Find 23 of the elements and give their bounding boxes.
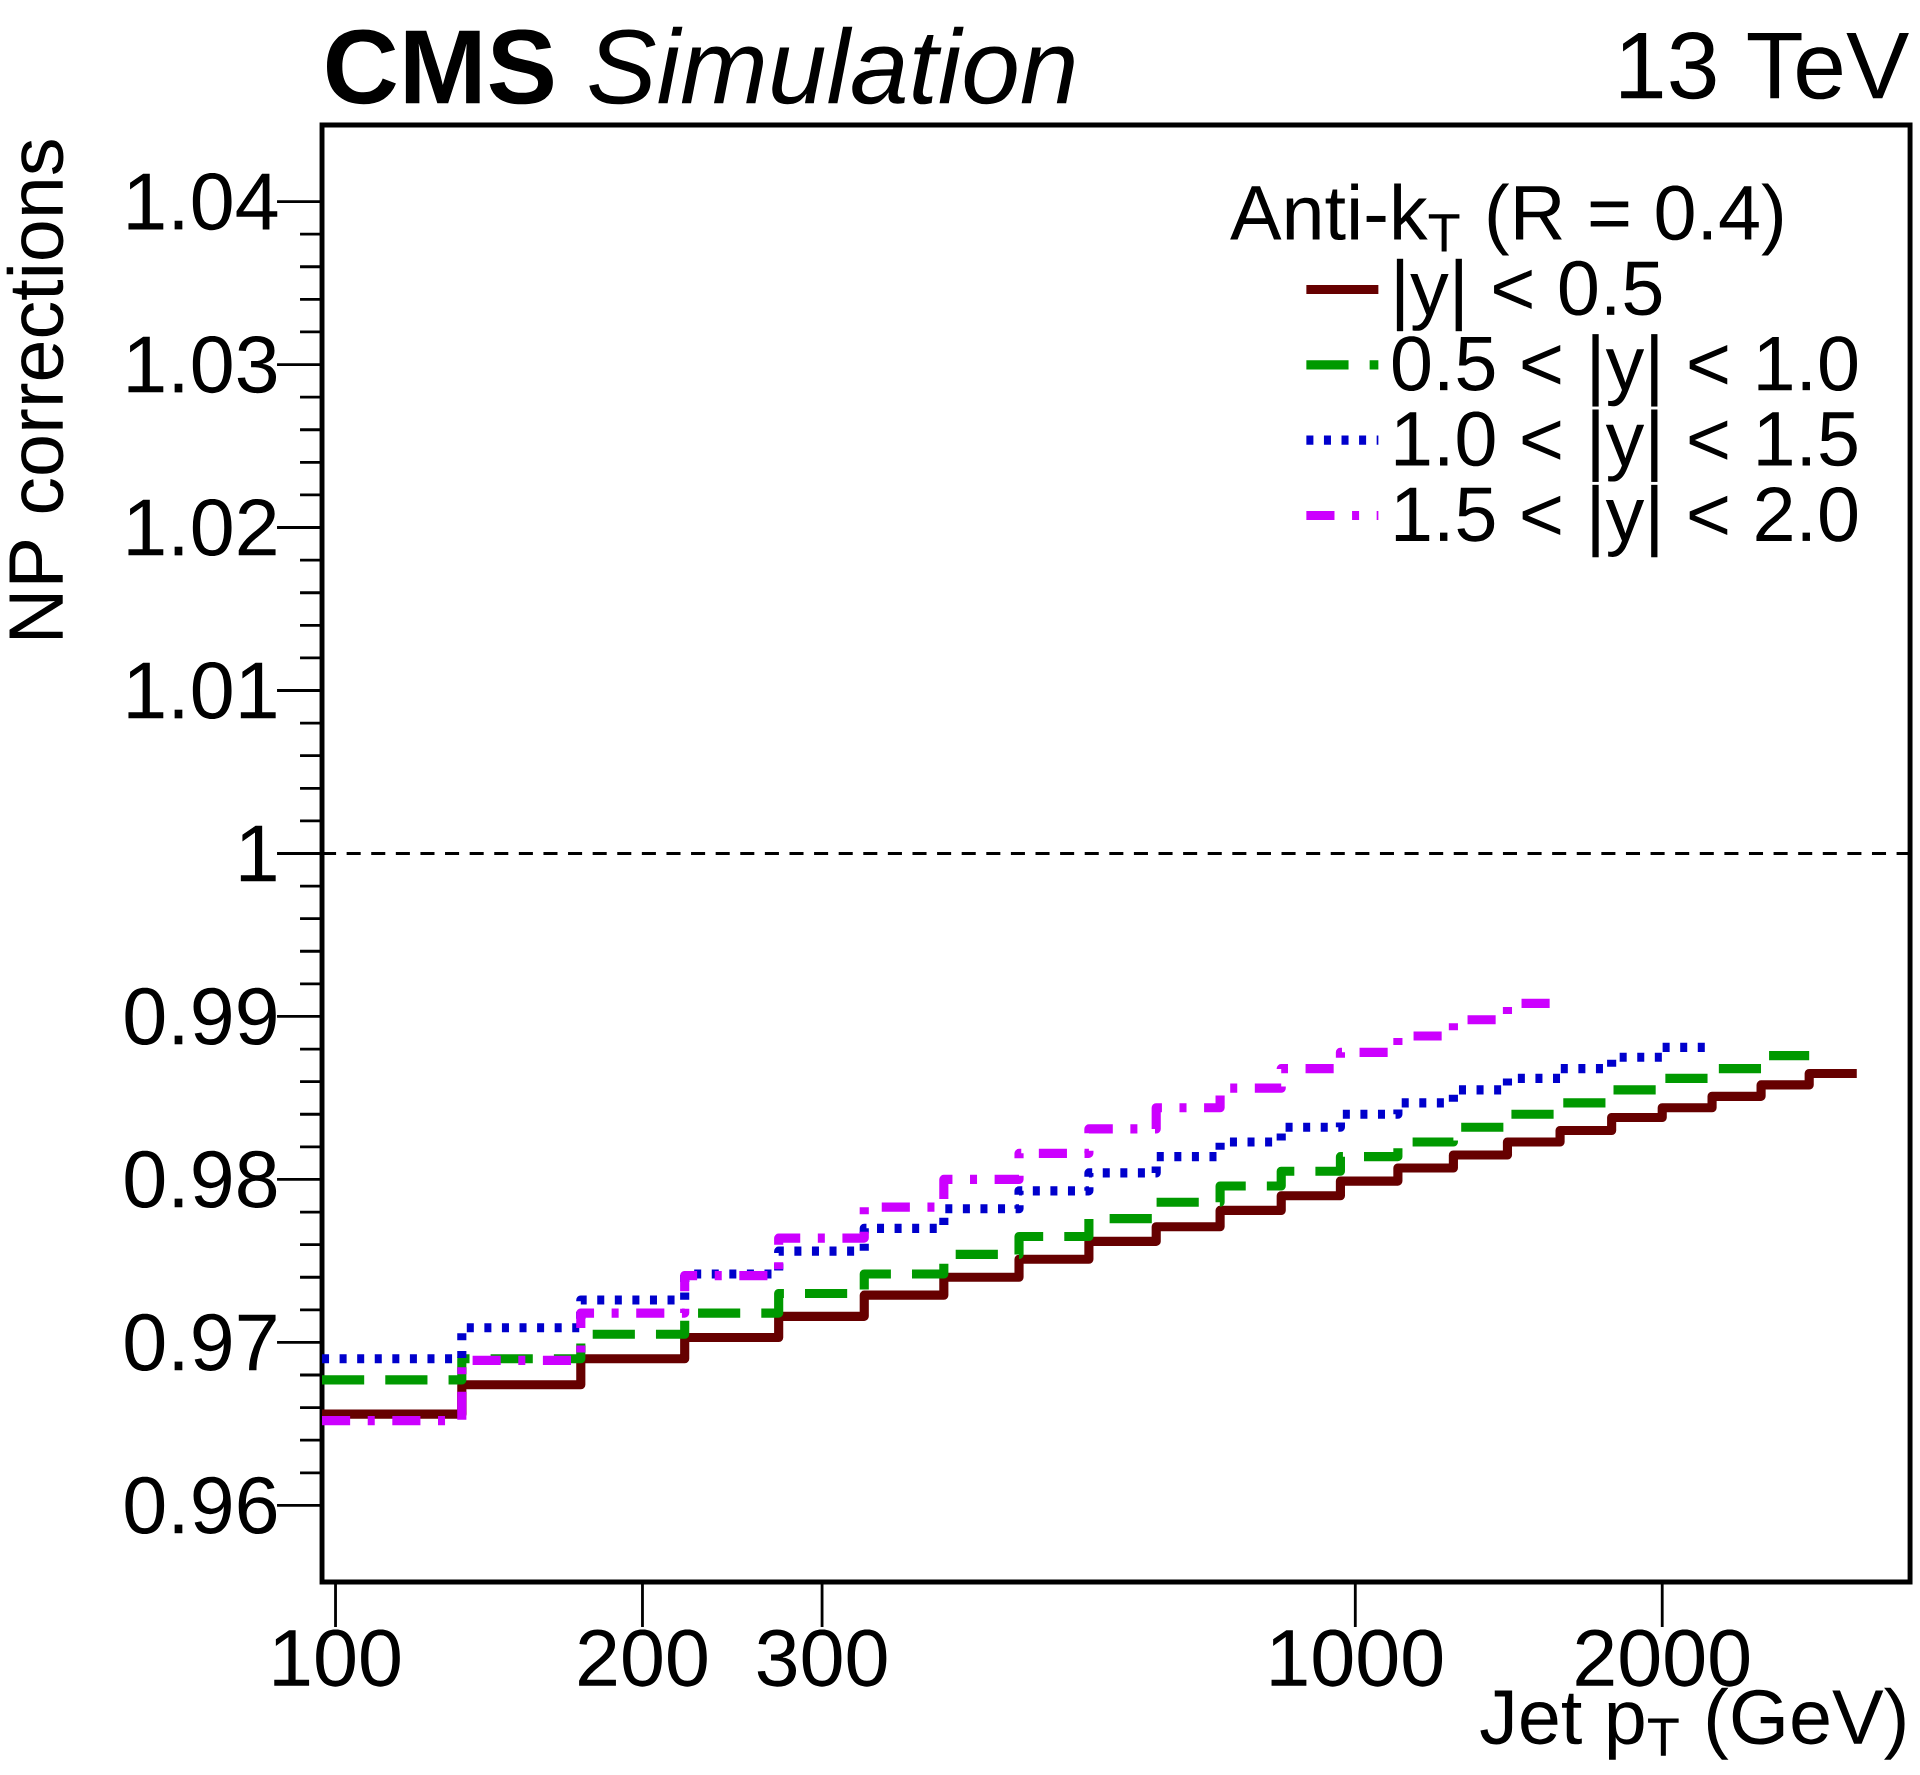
y-tick-label: 0.97 (125, 1313, 276, 1372)
legend-label: 1.5 < |y| < 2.0 (1395, 484, 1857, 558)
x-tick-label: 1000 (1271, 1629, 1443, 1687)
x-tick-label: 300 (757, 1629, 887, 1687)
y-tick-label: 1 (240, 825, 276, 882)
legend-label: 0.5 < |y| < 1.0 (1393, 334, 1857, 407)
x-axis-title: Jet p$_{T}$ (GeV) (1480, 1687, 1905, 1760)
y-tick-label: 1.01 (128, 661, 276, 720)
y-tick-label: 1.02 (128, 498, 276, 557)
y-tick-label: 0.96 (125, 1476, 277, 1534)
x-tick-label: 200 (579, 1629, 707, 1687)
y-tick-label: 0.99 (125, 987, 276, 1046)
chart-title: CMS Simulation (327, 26, 1074, 105)
x-tick-label: 100 (274, 1629, 400, 1687)
y-tick-label: 1.04 (128, 172, 278, 231)
legend-label: 1.0 < |y| < 1.5 (1395, 409, 1857, 482)
y-tick-label: 1.03 (128, 335, 277, 394)
x-tick-label: 2000 (1576, 1629, 1749, 1687)
y-tick-label: 0.98 (125, 1150, 277, 1209)
y-axis-title: NP corrections (6, 140, 64, 639)
chart-subtitle: 13 TeV (1621, 32, 1909, 100)
legend-label: |y| < 0.5 (1396, 258, 1662, 332)
legend-title: Anti-k$_{T}$ (R = 0.4) (1230, 183, 1782, 256)
